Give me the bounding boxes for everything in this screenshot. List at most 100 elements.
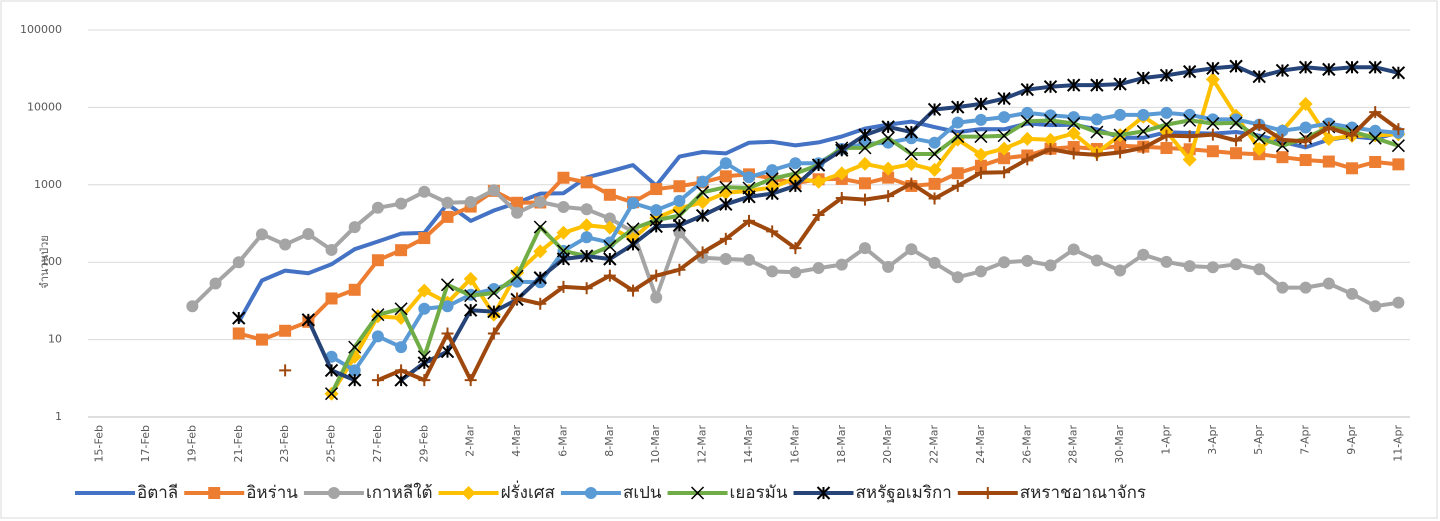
marker xyxy=(719,170,732,183)
marker xyxy=(1298,97,1313,112)
marker xyxy=(325,243,338,256)
marker xyxy=(626,222,640,236)
marker xyxy=(1205,72,1220,87)
marker xyxy=(998,166,1011,179)
marker xyxy=(348,373,362,387)
marker xyxy=(649,219,663,234)
marker xyxy=(603,239,617,253)
marker xyxy=(487,327,500,340)
marker xyxy=(1021,153,1034,166)
marker xyxy=(1113,128,1127,142)
marker xyxy=(441,210,454,223)
marker xyxy=(951,179,964,192)
marker xyxy=(997,141,1012,156)
marker xyxy=(464,374,477,387)
marker xyxy=(812,262,825,275)
marker xyxy=(1159,68,1174,82)
x-tick-label: 22-Mar xyxy=(928,425,941,464)
marker xyxy=(743,253,755,266)
marker xyxy=(882,190,895,203)
marker xyxy=(464,196,477,209)
marker xyxy=(650,204,663,217)
x-tick-label: 5-Apr xyxy=(1252,425,1265,455)
marker xyxy=(951,130,965,144)
marker xyxy=(695,208,710,223)
x-tick-label: 28-Mar xyxy=(1067,425,1080,464)
marker xyxy=(395,364,408,377)
x-tick-label: 9-Apr xyxy=(1345,425,1358,455)
marker xyxy=(394,302,408,316)
marker xyxy=(1322,155,1335,168)
marker xyxy=(1229,116,1243,130)
marker xyxy=(1206,116,1220,130)
marker xyxy=(1392,296,1405,309)
marker xyxy=(858,242,871,255)
marker xyxy=(1043,113,1058,127)
marker xyxy=(302,228,315,241)
marker xyxy=(440,344,455,359)
marker xyxy=(816,486,831,500)
marker xyxy=(649,213,663,227)
marker xyxy=(673,263,686,276)
legend-label: เยอรมัน xyxy=(730,483,788,503)
marker xyxy=(556,252,571,266)
marker xyxy=(1021,254,1034,267)
y-tick-label: 10000 xyxy=(27,100,62,113)
marker xyxy=(789,242,802,255)
marker xyxy=(580,282,593,295)
marker xyxy=(418,374,431,387)
x-tick-label: 3-Apr xyxy=(1206,425,1219,455)
x-tick-label: 30-Mar xyxy=(1113,425,1126,464)
marker xyxy=(927,102,942,117)
marker xyxy=(812,209,825,222)
marker xyxy=(719,197,733,211)
marker xyxy=(974,166,987,179)
marker xyxy=(418,302,431,315)
marker xyxy=(232,256,245,269)
marker xyxy=(1345,60,1359,74)
marker xyxy=(927,162,942,177)
marker xyxy=(279,324,292,337)
marker xyxy=(928,256,941,269)
marker xyxy=(556,225,571,240)
marker xyxy=(441,300,454,313)
marker xyxy=(835,191,848,204)
marker xyxy=(1183,130,1196,143)
marker xyxy=(1391,139,1405,153)
marker xyxy=(186,300,199,313)
marker xyxy=(418,185,431,198)
marker xyxy=(557,171,570,184)
marker xyxy=(766,225,779,238)
marker xyxy=(974,97,988,111)
marker xyxy=(881,131,895,145)
marker xyxy=(673,194,686,207)
marker xyxy=(789,266,802,279)
marker xyxy=(1043,80,1058,94)
marker xyxy=(1160,129,1173,142)
marker xyxy=(835,258,848,271)
marker xyxy=(765,186,779,201)
marker xyxy=(672,218,687,232)
marker xyxy=(580,176,593,189)
marker xyxy=(1090,78,1104,92)
x-tick-label: 24-Mar xyxy=(974,425,987,464)
marker xyxy=(1114,139,1127,152)
x-tick-label: 20-Mar xyxy=(881,425,894,464)
x-tick-label: 4-Mar xyxy=(510,425,523,457)
marker xyxy=(602,220,617,235)
marker xyxy=(580,231,593,244)
marker xyxy=(1368,60,1382,74)
marker xyxy=(1299,154,1312,167)
marker xyxy=(534,195,547,208)
marker xyxy=(209,277,222,290)
marker xyxy=(371,254,384,267)
marker xyxy=(1067,243,1080,256)
x-tick-label: 6-Mar xyxy=(556,425,569,457)
marker xyxy=(1252,142,1267,157)
marker xyxy=(951,100,965,114)
marker xyxy=(324,363,339,378)
y-tick-label: 10 xyxy=(48,333,62,346)
marker xyxy=(789,157,802,170)
legend-label: อิตาลี xyxy=(137,483,178,503)
marker xyxy=(1299,135,1312,148)
